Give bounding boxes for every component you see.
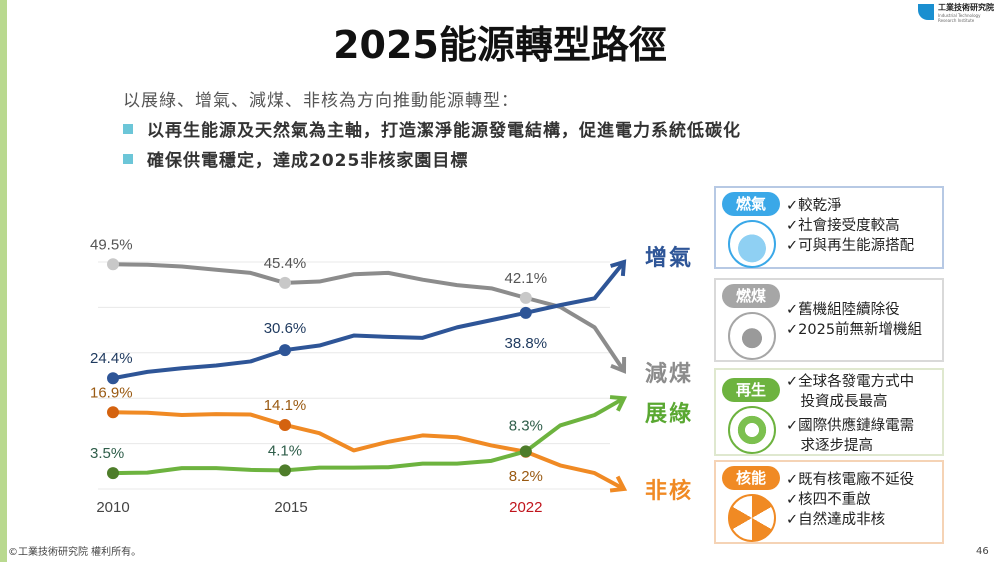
panel-item: 求逐步提高	[786, 438, 873, 454]
copyright-footer: ©工業技術研究院 權利所有。	[8, 547, 142, 558]
arrow-head-icon	[609, 475, 628, 493]
series-line-coal	[112, 262, 626, 373]
data-label-coal: 45.4%	[264, 255, 307, 272]
data-point-coal	[519, 291, 532, 304]
page-title: 2025能源轉型路徑	[333, 23, 667, 67]
x-tick-label: 2015	[274, 499, 307, 516]
data-point-nuclear	[107, 406, 119, 419]
intro-text: 以展綠、增氣、減煤、非核為方向推動能源轉型：	[123, 91, 519, 111]
x-tick-label: 2022	[509, 499, 542, 516]
panel-item: ✓較乾淨	[786, 198, 842, 214]
itri-logo: 工業技術研究院 Industrial Technology Research I…	[918, 2, 998, 24]
data-point-gas	[279, 344, 291, 357]
logo-name-en: Industrial Technology Research Institute	[938, 13, 981, 23]
panel-item: ✓全球各發電方式中	[786, 374, 915, 390]
coal-cart-icon	[728, 312, 776, 360]
panel-renewable: 再生 ✓全球各發電方式中 投資成長最高 ✓國際供應鏈綠電需 求逐步提高	[714, 368, 944, 456]
data-label-gas: 38.8%	[505, 335, 548, 352]
series-label-coal: 減煤	[645, 362, 694, 387]
accent-bar	[0, 0, 7, 562]
lng-ship-icon	[728, 220, 776, 268]
series-label-nuclear: 非核	[645, 479, 694, 504]
bullet-item: 以再生能源及天然氣為主軸，打造潔淨能源發電結構，促進電力系統低碳化	[123, 116, 741, 141]
data-label-gas: 24.4%	[90, 350, 133, 367]
bullet-item: 確保供電穩定，達成2025非核家園目標	[123, 146, 468, 171]
data-point-green	[519, 445, 532, 458]
bullet-text: 確保供電穩定，達成2025非核家園目標	[147, 151, 469, 171]
panel-coal: 燃煤 ✓舊機組陸續除役 ✓2025前無新增機組	[714, 278, 944, 362]
panel-tag: 燃氣	[722, 192, 780, 216]
energy-mix-line-chart: 2010 2015 2022 49.5% 45.4% 42.1% 24.4% 30.6% 38.…	[90, 236, 628, 516]
data-label-coal: 49.5%	[90, 236, 133, 253]
logo-name-zh: 工業技術研究院	[938, 3, 994, 12]
panel-items: ✓既有核電廠不延役 ✓核四不重啟 ✓自然達成非核	[786, 470, 914, 530]
radiation-icon	[728, 494, 776, 542]
data-label-nuclear: 8.2%	[509, 468, 543, 485]
arrow-head-icon	[610, 259, 627, 277]
arrow-head-icon	[610, 356, 627, 374]
series-line-gas	[112, 260, 626, 381]
series-line-green	[112, 396, 625, 476]
panel-tag: 燃煤	[722, 284, 780, 308]
panel-gas: 燃氣 ✓較乾淨 ✓社會接受度較高 ✓可與再生能源搭配	[714, 186, 944, 269]
data-label-green: 4.1%	[268, 442, 302, 459]
series-label-green: 展綠	[645, 402, 694, 427]
panel-item: ✓核四不重啟	[786, 492, 871, 508]
data-label-gas: 30.6%	[264, 320, 307, 337]
data-point-gas	[107, 372, 119, 385]
panel-items: ✓全球各發電方式中 投資成長最高 ✓國際供應鏈綠電需 求逐步提高	[786, 372, 914, 456]
panel-item: ✓2025前無新增機組	[786, 322, 923, 338]
panel-tag: 再生	[722, 378, 780, 402]
panel-item: ✓國際供應鏈綠電需	[786, 418, 915, 434]
series-label-gas: 增氣	[645, 246, 694, 271]
data-label-nuclear: 14.1%	[264, 397, 307, 414]
data-point-green	[279, 464, 291, 477]
recycle-icon	[728, 406, 776, 454]
panel-item: ✓自然達成非核	[786, 512, 886, 528]
bullet-square-icon	[123, 153, 133, 164]
panel-item: 投資成長最高	[786, 394, 888, 410]
panel-item: ✓舊機組陸續除役	[786, 302, 900, 318]
panel-items: ✓舊機組陸續除役 ✓2025前無新增機組	[786, 300, 922, 340]
bullet-text: 以再生能源及天然氣為主軸，打造潔淨能源發電結構，促進電力系統低碳化	[147, 121, 741, 141]
series-line-nuclear	[112, 410, 625, 491]
panel-item: ✓既有核電廠不延役	[786, 472, 915, 488]
bullet-square-icon	[123, 123, 133, 134]
panel-tag: 核能	[722, 466, 780, 490]
x-tick-label: 2010	[96, 499, 129, 516]
data-label-nuclear: 16.9%	[90, 384, 133, 401]
data-label-green: 8.3%	[509, 417, 543, 434]
page-number: 46	[976, 546, 989, 557]
panel-items: ✓較乾淨 ✓社會接受度較高 ✓可與再生能源搭配	[786, 196, 914, 256]
data-label-coal: 42.1%	[505, 270, 548, 287]
panel-item: ✓社會接受度較高	[786, 218, 900, 234]
data-point-green	[107, 467, 119, 480]
logo-mark-icon	[918, 4, 934, 20]
data-point-nuclear	[279, 418, 291, 431]
panel-nuclear: 核能 ✓既有核電廠不延役 ✓核四不重啟 ✓自然達成非核	[714, 460, 944, 544]
data-point-coal	[279, 276, 291, 289]
arrow-head-icon	[609, 395, 628, 412]
data-point-gas	[519, 306, 532, 319]
data-label-green: 3.5%	[90, 445, 124, 462]
panel-item: ✓可與再生能源搭配	[786, 238, 915, 254]
data-point-coal	[107, 258, 119, 271]
